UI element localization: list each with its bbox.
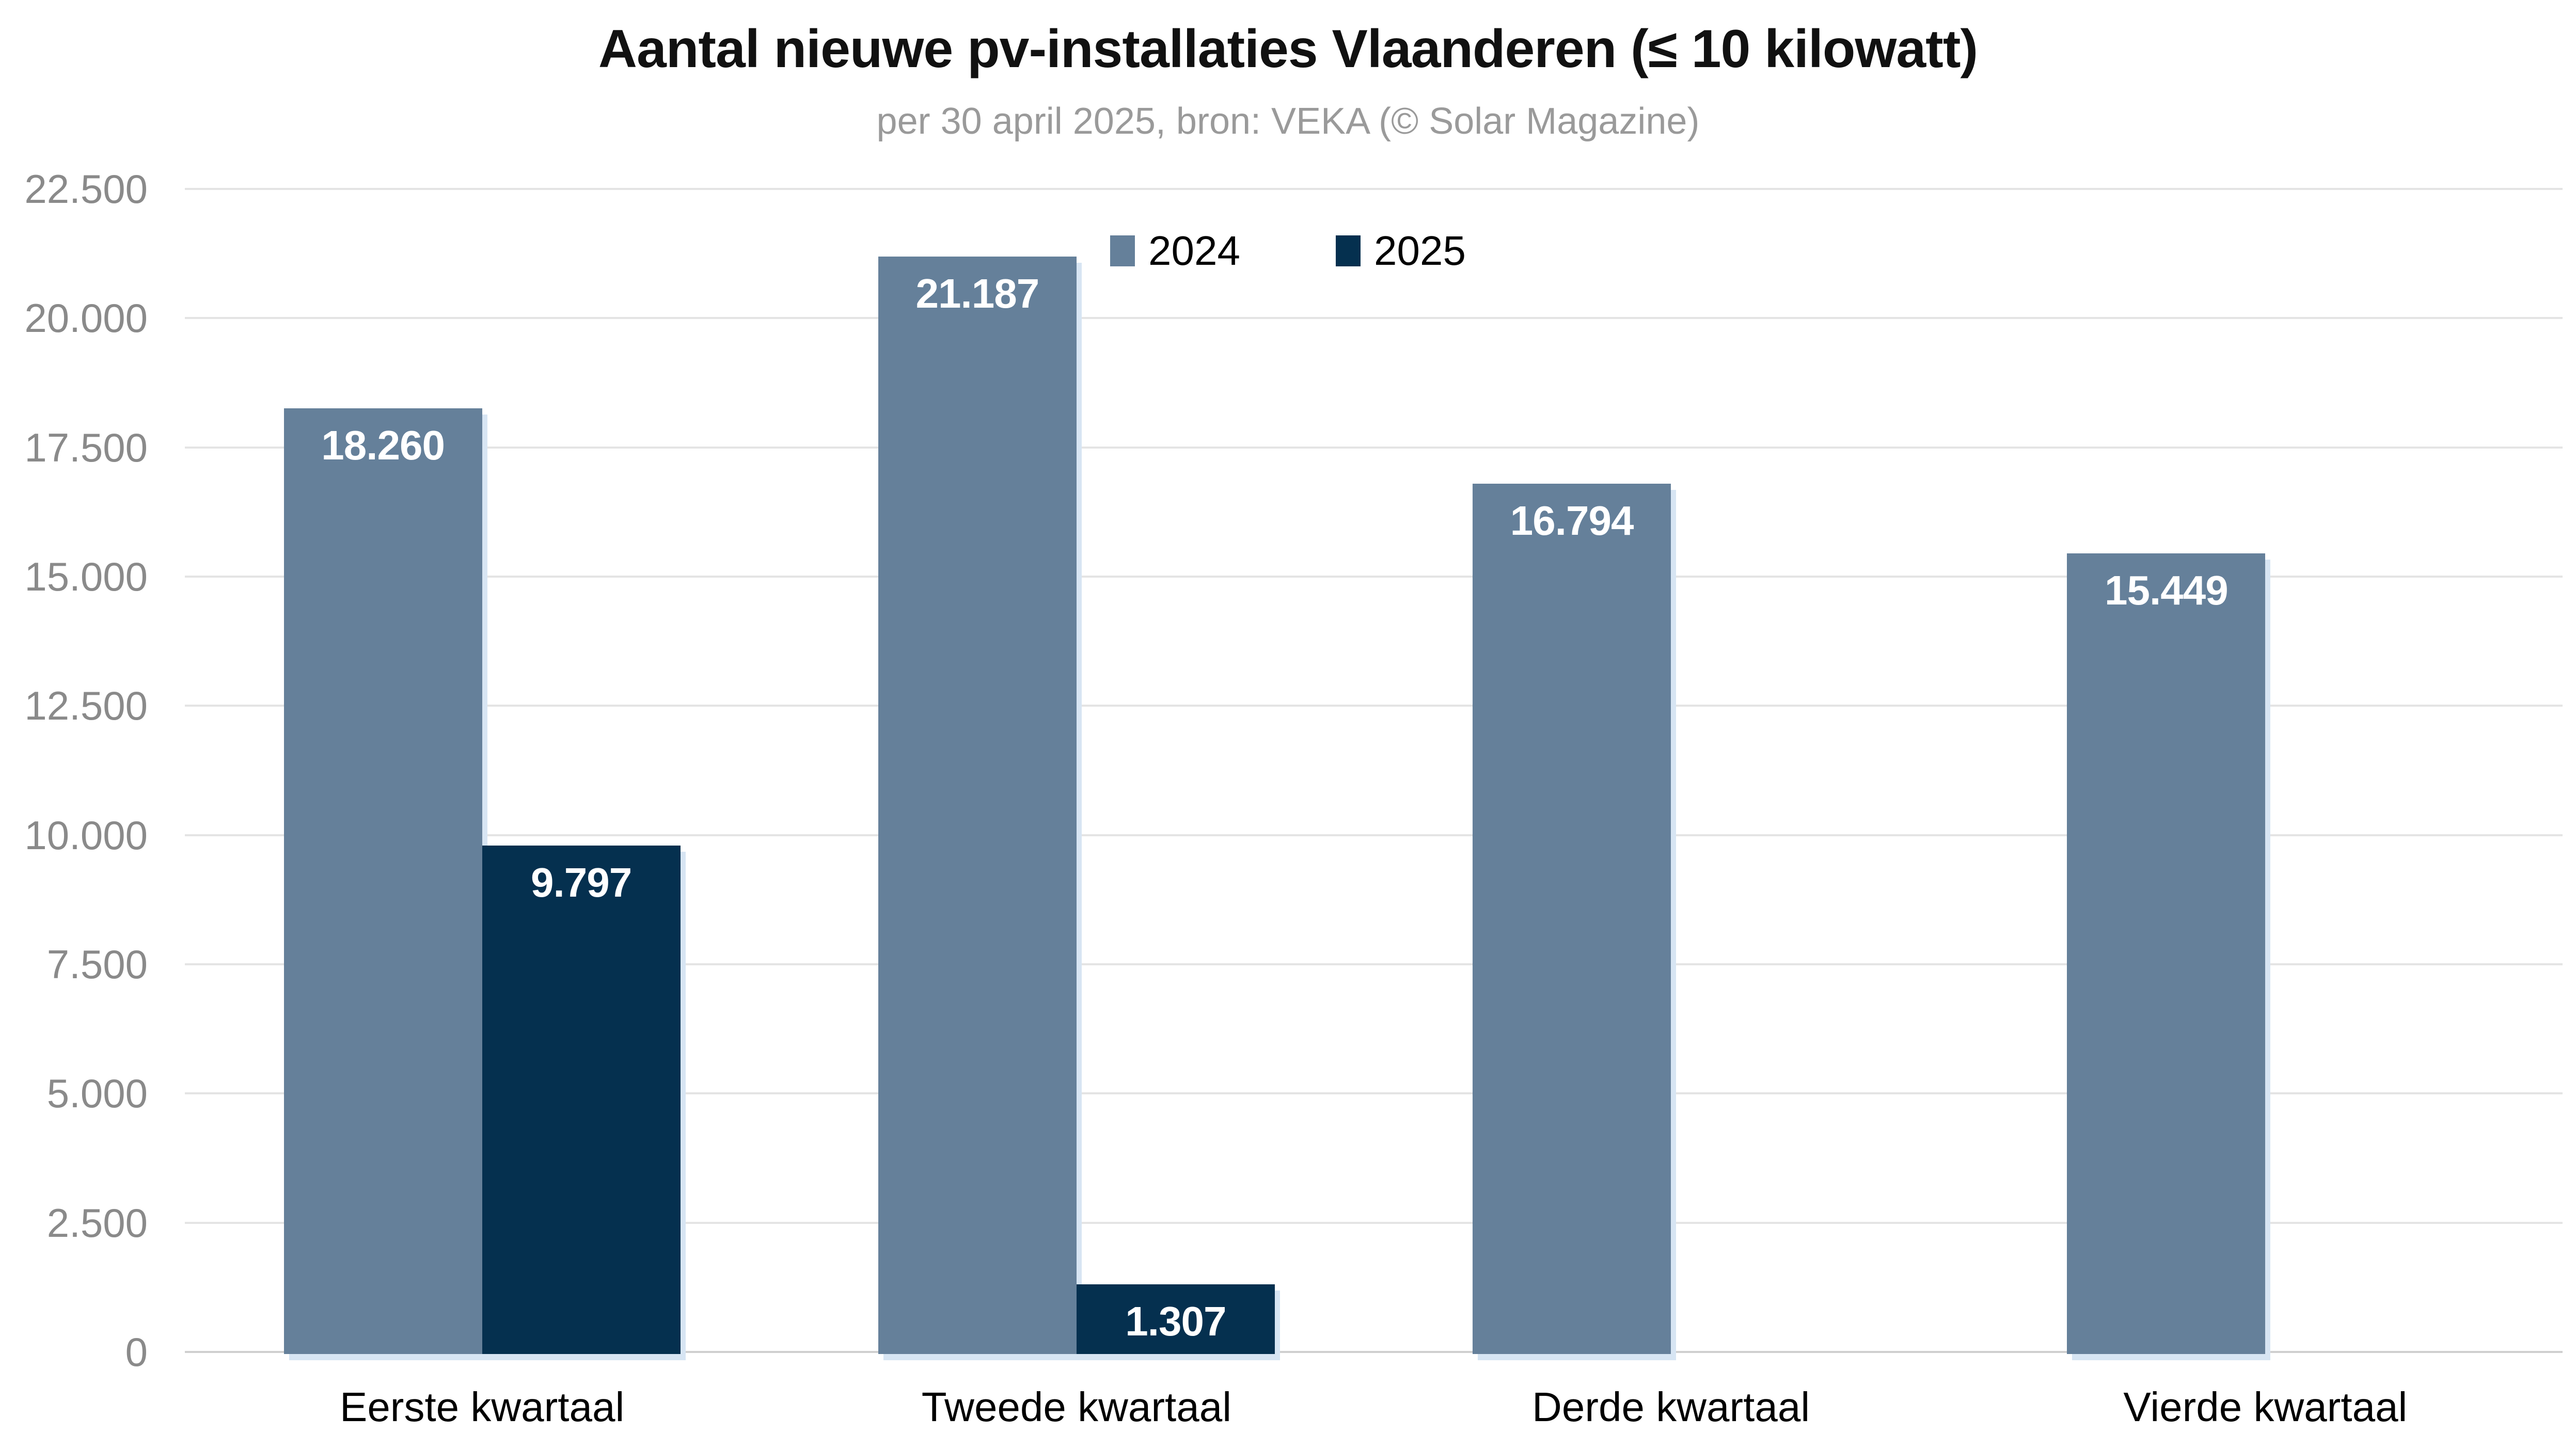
- bar-value-label: 16.794: [1510, 498, 1634, 544]
- bar-2025: [482, 845, 681, 1354]
- legend-label: 2024: [1148, 228, 1240, 274]
- y-axis-tick-label: 5.000: [46, 1071, 148, 1117]
- y-axis-tick-label: 2.500: [46, 1200, 148, 1246]
- bar-2024: [283, 408, 482, 1354]
- y-axis-tick-label: 15.000: [24, 554, 148, 599]
- y-axis-tick-label: 17.500: [24, 424, 148, 470]
- x-axis-line: [185, 1351, 2563, 1353]
- x-axis-category-label: Derde kwartaal: [1532, 1384, 1810, 1430]
- x-axis-category-label: Eerste kwartaal: [339, 1384, 625, 1430]
- y-axis-tick-label: 10.000: [24, 812, 148, 858]
- y-axis-tick-label: 12.500: [24, 683, 148, 729]
- bar-value-label: 18.260: [321, 422, 445, 468]
- x-axis-category-label: Vierde kwartaal: [2123, 1384, 2408, 1430]
- chart-subtitle: per 30 april 2025, bron: VEKA (© Solar M…: [876, 101, 1700, 142]
- legend-item-2024: 2024: [1110, 227, 1240, 275]
- bar-value-label: 9.797: [531, 859, 632, 905]
- bar-value-label: 21.187: [915, 270, 1040, 317]
- y-axis-tick-label: 0: [125, 1329, 148, 1375]
- legend-swatch: [1336, 235, 1361, 266]
- gridline: [185, 963, 2563, 965]
- gridline: [185, 1221, 2563, 1224]
- y-axis-tick-label: 22.500: [24, 166, 148, 212]
- legend-label: 2025: [1374, 228, 1466, 274]
- legend-item-2025: 2025: [1336, 227, 1466, 275]
- x-axis-category-label: Tweede kwartaal: [921, 1384, 1232, 1430]
- gridline: [185, 705, 2563, 707]
- gridline: [185, 1092, 2563, 1095]
- legend-swatch: [1110, 235, 1135, 266]
- bar-2025: [1076, 1284, 1275, 1354]
- chart-title: Aantal nieuwe pv-installaties Vlaanderen…: [598, 19, 1978, 79]
- gridline: [185, 446, 2563, 449]
- chart-legend: 2024 2025: [0, 225, 2576, 277]
- bar-value-label: 15.449: [2105, 567, 2229, 614]
- bar-2024: [878, 257, 1077, 1354]
- gridline: [185, 576, 2563, 578]
- bar-value-label: 1.307: [1125, 1298, 1226, 1345]
- bar-2024: [1473, 484, 1671, 1354]
- y-axis-tick-label: 7.500: [46, 942, 148, 987]
- bar-2024: [2067, 553, 2266, 1354]
- gridline: [185, 188, 2563, 190]
- gridline: [185, 317, 2563, 320]
- gridline: [185, 834, 2563, 836]
- y-axis-tick-label: 20.000: [24, 295, 148, 341]
